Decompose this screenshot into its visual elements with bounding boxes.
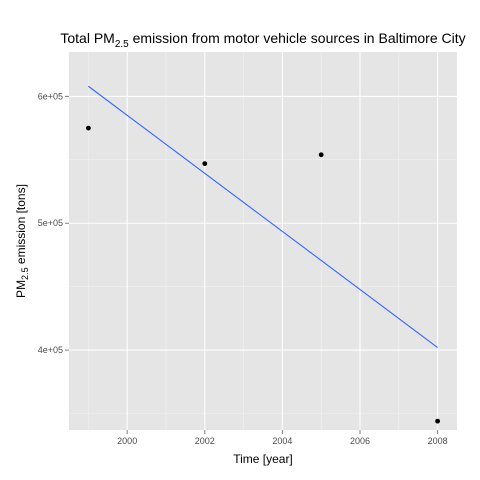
data-point (318, 152, 324, 158)
chart-title-prefix: Total PM (60, 30, 114, 46)
y-axis-label: PM2.5 emission [tons] (14, 184, 30, 298)
x-tick-label: 2002 (195, 436, 215, 446)
x-tick-label: 2004 (272, 436, 292, 446)
trend-line-group (88, 85, 438, 348)
y-axis-label-suffix: emission [tons] (14, 184, 28, 267)
y-axis-ticks: 4e+05 5e+05 6e+05 (38, 91, 69, 355)
y-tick-label: 6e+05 (38, 91, 63, 101)
x-tick-label: 2006 (350, 436, 370, 446)
chart-title: Total PM2.5 emission from motor vehicle … (60, 30, 465, 50)
chart-title-suffix: emission from motor vehicle sources in B… (129, 30, 466, 46)
y-axis-label-subscript: 2.5 (20, 267, 30, 280)
data-point (202, 161, 208, 167)
x-axis-label: Time [year] (233, 452, 293, 466)
y-axis-label-prefix: PM (14, 280, 28, 298)
x-axis-ticks: 2000 2002 2004 2006 2008 (117, 430, 448, 446)
data-point (86, 125, 91, 131)
data-points (86, 125, 440, 424)
x-tick-label: 2008 (428, 436, 448, 446)
x-tick-label: 2000 (117, 436, 137, 446)
chart-title-subscript: 2.5 (115, 39, 129, 50)
y-tick-label: 5e+05 (38, 218, 63, 228)
minor-grid (69, 52, 457, 430)
plot-panel (69, 52, 457, 430)
data-point (435, 418, 440, 424)
y-tick-label: 4e+05 (38, 345, 63, 355)
trend-line (88, 85, 438, 348)
